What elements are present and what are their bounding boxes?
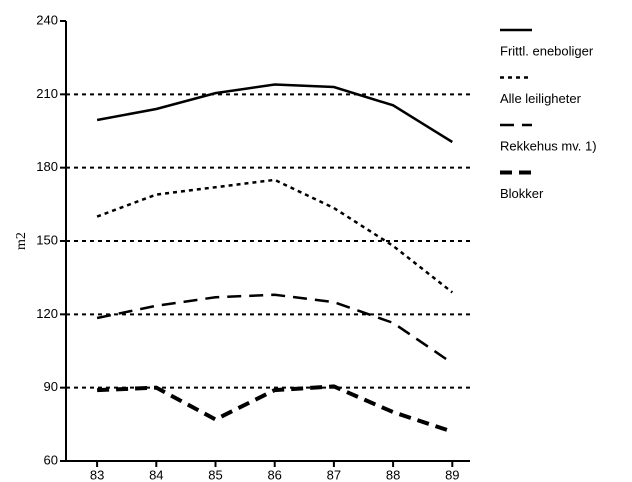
x-tick-label: 88 xyxy=(386,467,400,482)
x-tick-label: 86 xyxy=(267,467,281,482)
y-tick-label: 120 xyxy=(36,306,58,321)
series-line xyxy=(96,178,454,294)
x-tick-label: 89 xyxy=(445,467,459,482)
legend-label: Rekkehus mv. 1) xyxy=(500,138,597,153)
x-tick-label: 84 xyxy=(149,467,163,482)
legend-label: Frittl. eneboliger xyxy=(500,43,594,58)
x-tick-label: 85 xyxy=(208,467,222,482)
y-tick-label: 210 xyxy=(36,86,58,101)
x-tick-label: 87 xyxy=(327,467,341,482)
y-axis-label: m2 xyxy=(14,232,29,250)
y-tick-label: 240 xyxy=(36,12,58,27)
y-tick-label: 180 xyxy=(36,159,58,174)
series-line xyxy=(96,83,453,144)
series-line xyxy=(97,384,453,434)
y-tick-label: 60 xyxy=(44,452,58,467)
series-line xyxy=(96,293,454,365)
legend-label: Blokker xyxy=(500,186,544,201)
x-tick-label: 83 xyxy=(90,467,104,482)
y-tick-label: 150 xyxy=(36,232,58,247)
legend-label: Alle leiligheter xyxy=(500,91,582,106)
y-tick-label: 90 xyxy=(44,379,58,394)
